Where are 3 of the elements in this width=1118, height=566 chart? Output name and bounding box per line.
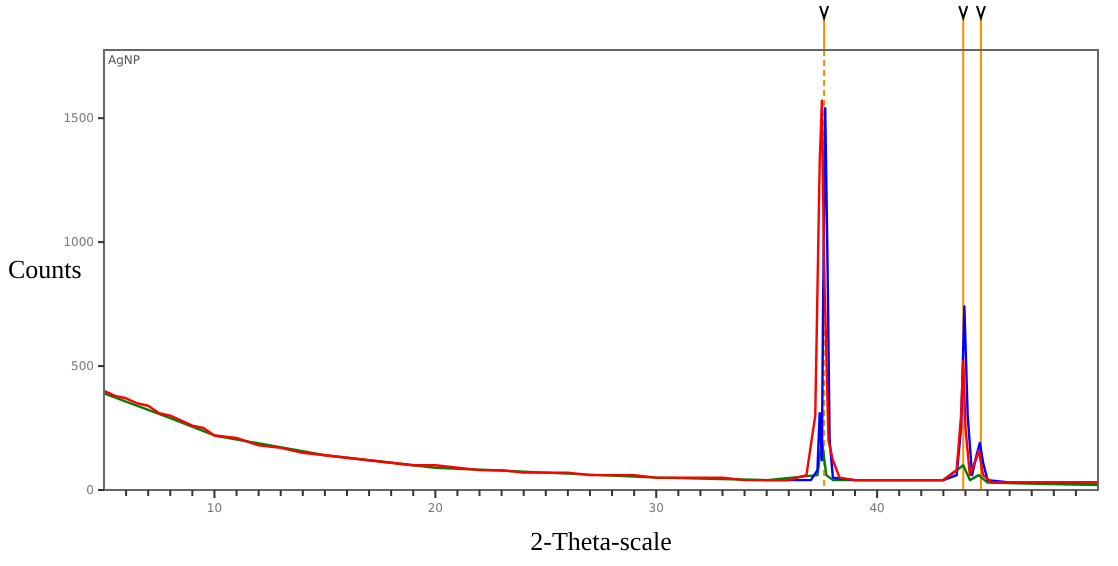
line-series bbox=[102, 99, 1100, 484]
x-axis-title: 2-Theta-scale bbox=[530, 526, 673, 556]
y-axis-title: Counts bbox=[8, 254, 82, 284]
